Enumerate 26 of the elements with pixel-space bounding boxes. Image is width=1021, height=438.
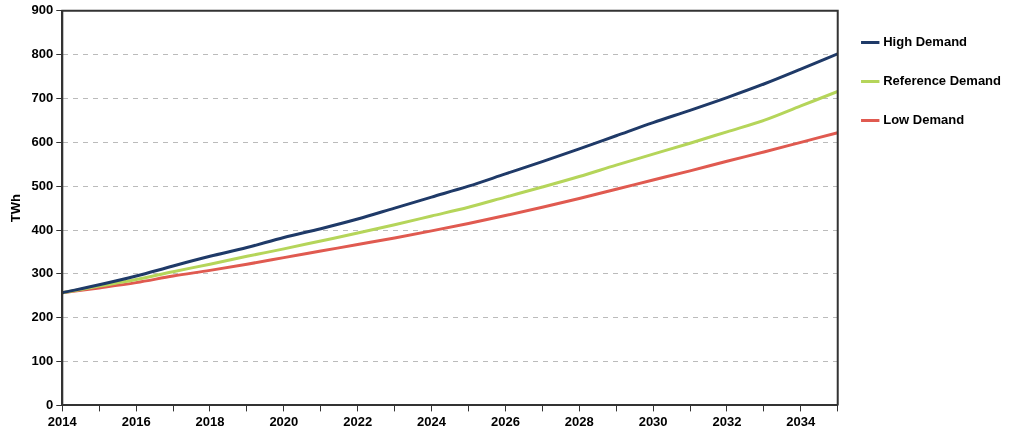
- y-tick-label: 200: [31, 309, 54, 325]
- y-tick-label: 300: [31, 265, 54, 281]
- y-tick-label: 700: [31, 90, 54, 106]
- y-tick-label: 100: [31, 353, 54, 369]
- x-tick-label: 2016: [121, 413, 151, 429]
- line-series: [62, 52, 838, 295]
- y-tick-label: 600: [31, 133, 54, 149]
- y-tick-label: 0: [46, 396, 54, 412]
- legend-label: High Demand: [883, 34, 968, 50]
- x-tick-label: 2034: [786, 413, 817, 429]
- x-tick-label: 2020: [269, 413, 299, 429]
- x-tick-label: 2014: [47, 413, 78, 429]
- x-tick-label: 2018: [195, 413, 225, 429]
- x-tick-label: 2032: [712, 413, 742, 429]
- x-tick-label: 2022: [343, 413, 373, 429]
- y-axis-title: TWh: [8, 193, 24, 223]
- x-tick-label: 2026: [490, 413, 520, 429]
- y-tick-label: 900: [31, 2, 54, 18]
- y-tick-label: 400: [31, 221, 54, 237]
- legend-label: Low Demand: [883, 112, 965, 128]
- y-tick-label: 800: [31, 46, 54, 62]
- legend-label: Reference Demand: [883, 73, 1002, 89]
- x-tick-label: 2030: [638, 413, 668, 429]
- x-tick-label: 2028: [564, 413, 594, 429]
- y-tick-label: 500: [31, 177, 54, 193]
- x-tick-label: 2024: [417, 413, 447, 429]
